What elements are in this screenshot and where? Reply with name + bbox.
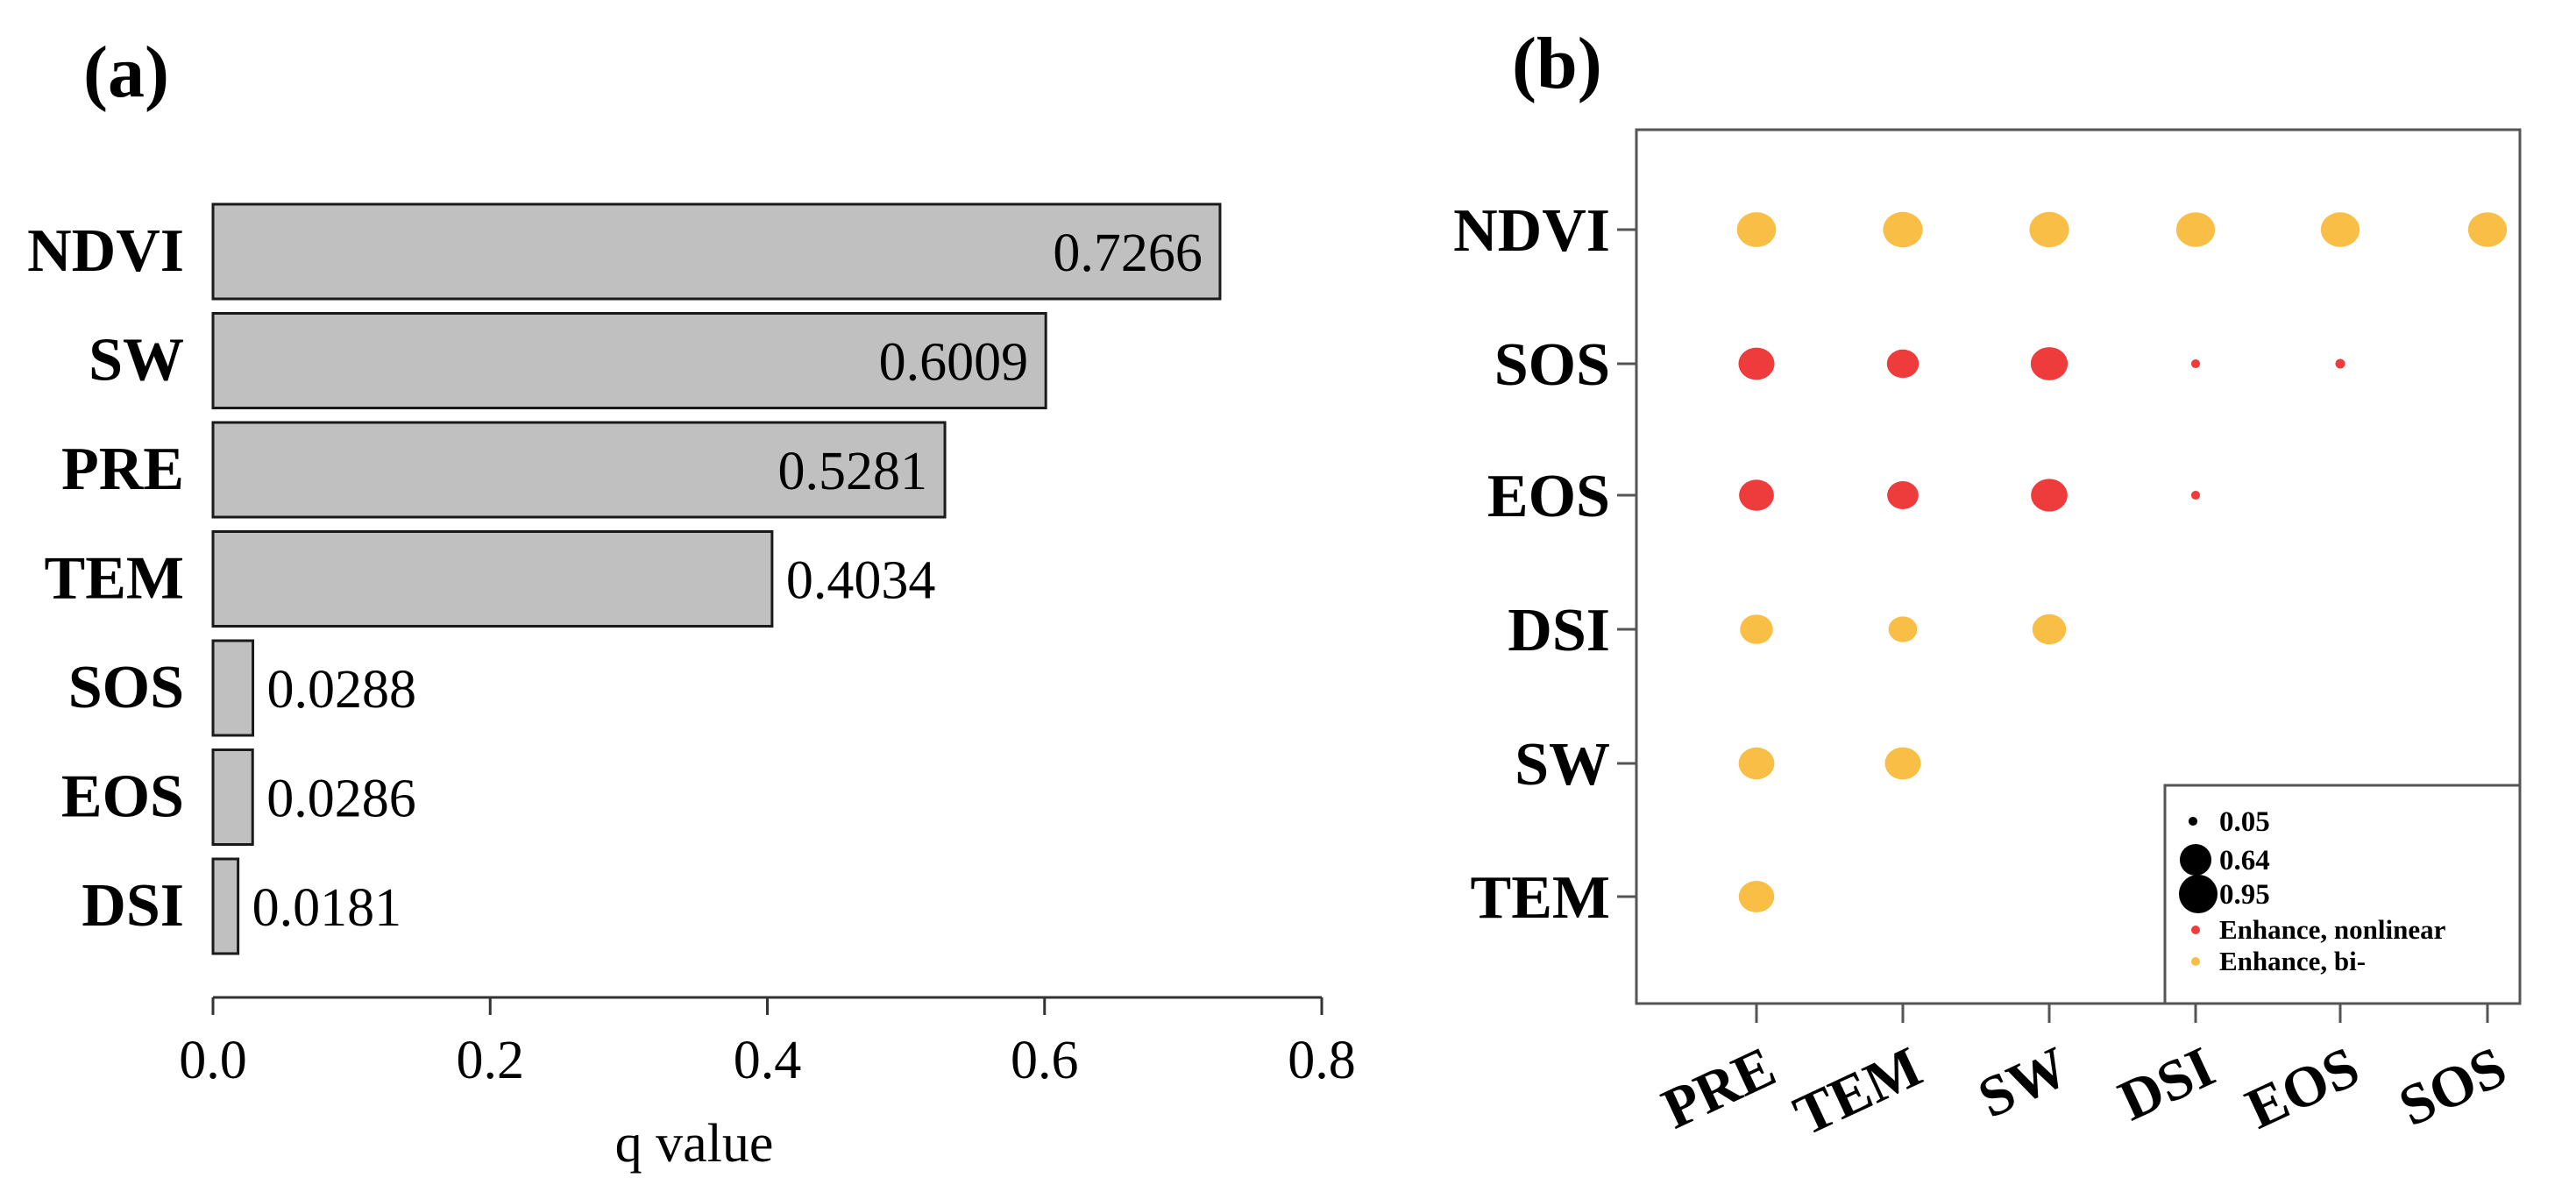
bubble-pre-eos <box>1739 479 1774 511</box>
x-axis-b: PRE TEM SW DSI EOS SOS <box>1653 1004 2516 1148</box>
x-tick-label-a: 0.6 <box>1011 1031 1079 1090</box>
bubble-eos-ndvi <box>2320 212 2360 247</box>
bar-ndvi <box>211 202 1222 301</box>
bar-eos <box>211 748 254 846</box>
y-tick-label-b-sw: SW <box>1515 731 1610 798</box>
category-label-sw: SW <box>89 327 184 394</box>
bar-sw <box>211 312 1047 409</box>
bubble-sos-ndvi <box>2467 212 2508 247</box>
bubble-pre-sw <box>1738 747 1775 780</box>
bar-dsi <box>211 857 240 955</box>
bubble-sw-dsi <box>2032 614 2067 645</box>
category-label-ndvi: NDVI <box>27 217 184 285</box>
category-label-eos: EOS <box>61 763 184 831</box>
x-axis-a: 0.0 0.2 0.4 0.6 0.8 <box>179 996 1356 1090</box>
legend-size-label: 0.64 <box>2219 845 2270 876</box>
category-label-sos: SOS <box>68 654 184 721</box>
legend-size-label: 0.05 <box>2219 806 2270 838</box>
x-axis-title-a: q value <box>615 1114 774 1174</box>
value-label-tem: 0.4034 <box>786 551 936 611</box>
y-tick-label-b-dsi: DSI <box>1508 597 1610 664</box>
bar-pre <box>211 421 947 519</box>
panel-b-label: (b) <box>1512 23 1602 104</box>
legend-color-swatch-bi <box>2191 957 2200 966</box>
x-tick-label-b-sw: SW <box>1969 1034 2077 1131</box>
legend-color-label-bi: Enhance, bi- <box>2219 946 2366 976</box>
legend-size-label: 0.95 <box>2219 879 2270 911</box>
bubble-points <box>1736 211 2508 913</box>
value-label-sw: 0.6009 <box>879 333 1029 393</box>
value-label-eos: 0.0286 <box>266 770 416 829</box>
panel-a-label: (a) <box>83 32 169 113</box>
category-label-pre: PRE <box>61 436 184 503</box>
bubble-tem-eos <box>1887 481 1919 509</box>
y-tick-label-b-tem: TEM <box>1471 864 1610 932</box>
bubble-eos-sos <box>2335 358 2345 369</box>
y-tick-label-b-ndvi: NDVI <box>1453 197 1610 265</box>
bubble-sw-eos <box>2031 479 2068 512</box>
bar-tem <box>211 530 774 628</box>
y-axis-b: NDVI SOS EOS DSI SW TEM <box>1453 197 1636 932</box>
legend-size-swatch <box>2179 875 2218 913</box>
bubble-tem-dsi <box>1888 616 1918 642</box>
x-tick-label-a: 0.0 <box>179 1031 247 1090</box>
value-label-ndvi: 0.7266 <box>1053 223 1203 283</box>
x-tick-label-b-sos: SOS <box>2389 1034 2516 1139</box>
legend-size-swatch <box>2188 816 2198 827</box>
x-tick-label-a: 0.8 <box>1288 1031 1356 1090</box>
bubble-dsi-ndvi <box>2175 212 2216 247</box>
bubble-pre-sos <box>1738 347 1775 380</box>
y-tick-label-b-eos: EOS <box>1487 463 1610 530</box>
y-tick-label-b-sos: SOS <box>1494 331 1610 399</box>
bubble-tem-sw <box>1884 747 1921 780</box>
bubble-tem-sos <box>1886 349 1920 379</box>
x-tick-label-b-pre: PRE <box>1653 1034 1785 1141</box>
bubble-dsi-sos <box>2190 358 2201 369</box>
bubble-dsi-eos <box>2190 490 2201 500</box>
value-label-dsi: 0.0181 <box>252 878 402 938</box>
legend-color-swatch-nonlinear <box>2191 926 2200 934</box>
value-label-pre: 0.5281 <box>778 442 928 501</box>
x-tick-label-b-tem: TEM <box>1785 1034 1931 1148</box>
category-label-dsi: DSI <box>82 872 184 940</box>
x-tick-label-b-eos: EOS <box>2237 1034 2369 1141</box>
legend-size-swatch <box>2179 843 2212 876</box>
legend-box <box>2163 784 2522 1005</box>
bar-sos <box>211 639 255 737</box>
bubble-pre-dsi <box>1740 614 1773 644</box>
bubble-pre-ndvi <box>1736 212 1777 247</box>
panel-a-bar-chart: (a) NDVI 0.7266 SW 0.6009 PRE 0.5281 TEM 0.4034… <box>27 32 1356 1174</box>
bubble-sw-sos <box>2030 347 2069 380</box>
plot-frame-b <box>1635 128 2522 1005</box>
x-tick-label-a: 0.2 <box>457 1031 525 1090</box>
bubble-sw-ndvi <box>2029 211 2069 248</box>
bubble-tem-ndvi <box>1883 211 1923 248</box>
x-tick-label-b-dsi: DSI <box>2110 1034 2225 1133</box>
legend-color-label-nonlinear: Enhance, nonlinear <box>2219 914 2446 945</box>
value-label-sos: 0.0288 <box>267 660 417 720</box>
bubble-pre-tem <box>1738 880 1775 913</box>
category-label-tem: TEM <box>45 545 184 613</box>
x-tick-label-a: 0.4 <box>734 1031 802 1090</box>
